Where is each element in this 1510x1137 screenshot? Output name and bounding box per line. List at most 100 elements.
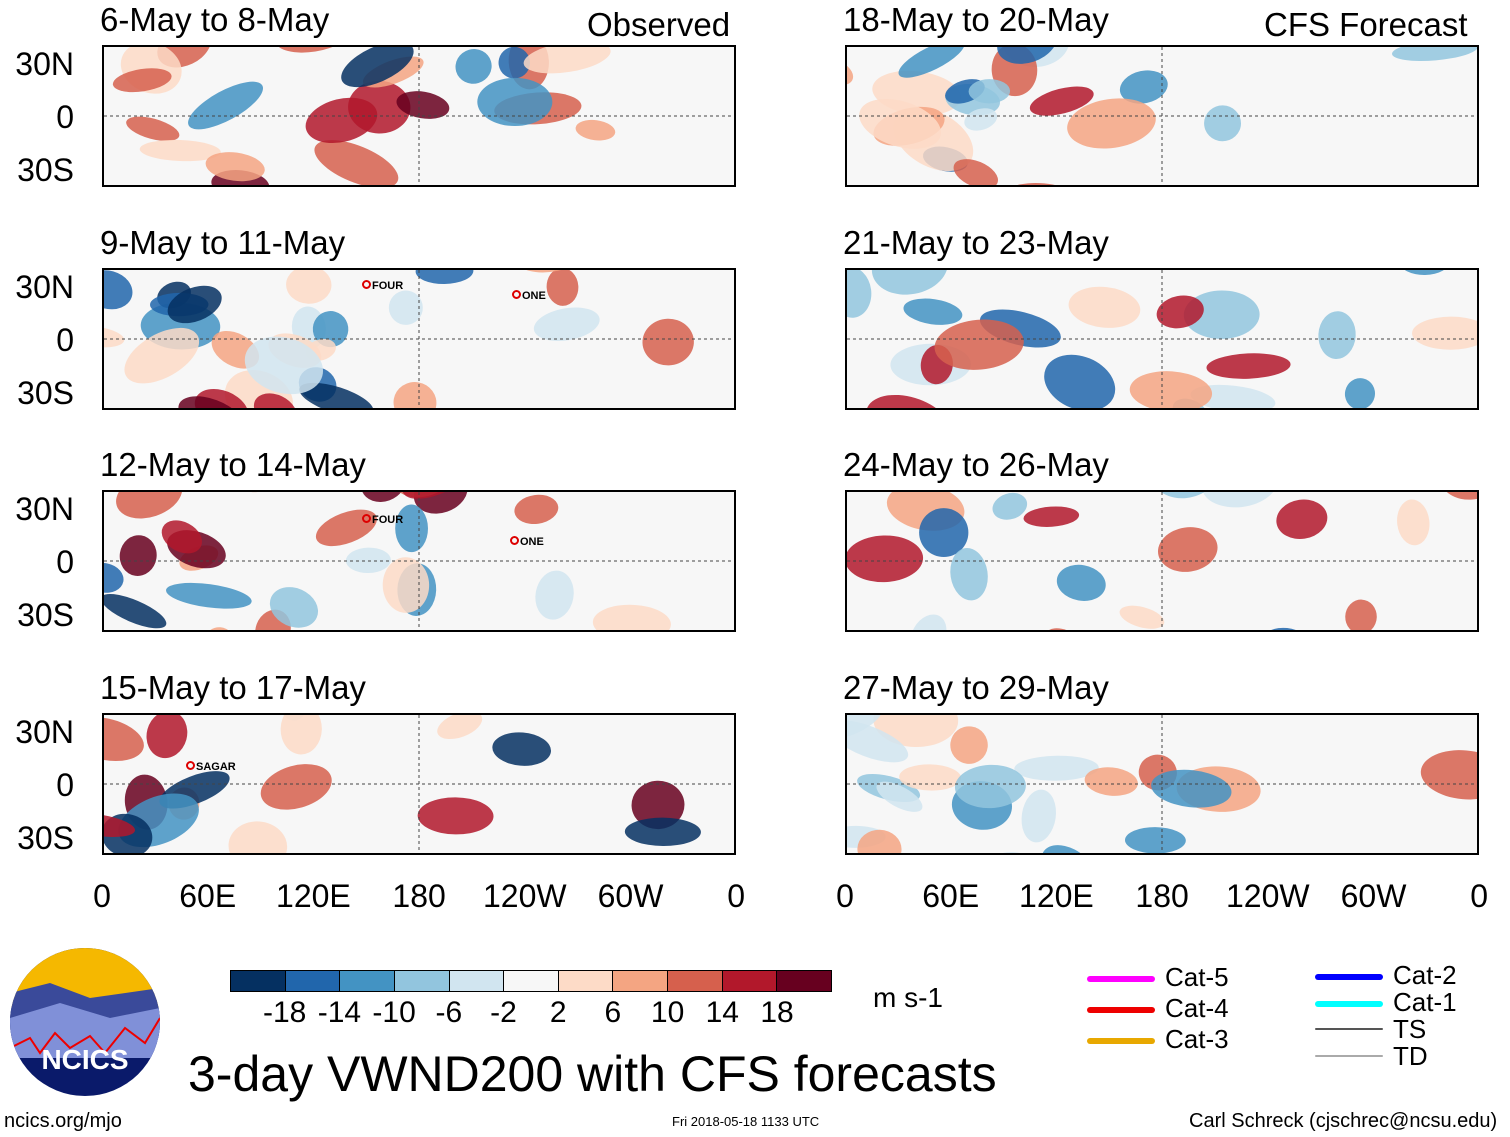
wind-anomaly-blob: [275, 47, 351, 53]
panel-title: 27-May to 29-May: [843, 669, 1109, 706]
wind-anomaly-blob: [299, 382, 374, 408]
observed-header: Observed: [587, 6, 731, 43]
colorbar-label: -18: [263, 996, 307, 1029]
wind-anomaly-blob: [642, 318, 694, 366]
wind-anomaly-blob: [167, 285, 222, 324]
wind-anomaly-blob: [1411, 851, 1477, 853]
wind-anomaly-blob: [314, 140, 399, 185]
y-tick-label: 0: [56, 322, 74, 358]
wind-anomaly-blob: [1014, 755, 1099, 781]
x-tick-label: 120E: [276, 878, 351, 914]
wind-anomaly-blob: [1262, 627, 1309, 630]
map-panel: SAGAR: [102, 713, 736, 855]
x-tick-label: 0: [1470, 878, 1489, 914]
wind-anomaly-blob: [910, 614, 947, 630]
wind-anomaly-blob: [315, 509, 377, 547]
wind-anomaly-blob: [1029, 86, 1094, 116]
y-tick-label: 30N: [15, 491, 74, 527]
wind-anomaly-blob: [857, 829, 902, 853]
wind-anomaly-blob: [1204, 105, 1242, 142]
panel-title: 15-May to 17-May: [100, 669, 366, 706]
wind-anomaly-blob: [1067, 98, 1156, 149]
wind-anomaly-blob: [228, 821, 288, 853]
storm-label: SAGAR: [196, 761, 236, 773]
colorbar-swatch: [394, 971, 450, 991]
wind-anomaly-blob: [188, 81, 264, 130]
wind-anomaly-blob: [139, 139, 221, 162]
wind-anomaly-blob: [1156, 295, 1204, 329]
legend-line-cat-3: [1087, 1038, 1155, 1044]
colorbar-swatch: [449, 971, 505, 991]
logo-text: NCICS: [41, 1044, 129, 1075]
wind-anomaly-blob: [575, 119, 616, 141]
wind-anomaly-blob: [437, 715, 483, 740]
x-tick-label: 60W: [1340, 878, 1407, 914]
colorbar-swatch: [231, 971, 286, 991]
legend-label: Cat-3: [1165, 1024, 1229, 1054]
storm-track-four: FOUR: [362, 280, 403, 292]
map-panel: [845, 713, 1479, 855]
wind-anomaly-blob: [280, 715, 322, 755]
wind-anomaly-blob: [1045, 628, 1084, 630]
wind-anomaly-blob: [546, 270, 579, 306]
wind-anomaly-blob: [950, 726, 988, 764]
colorbar-swatch: [340, 971, 395, 991]
storm-track-sagar: SAGAR: [186, 761, 236, 773]
wind-anomaly-blob: [393, 382, 437, 408]
wind-anomaly-blob: [950, 547, 988, 601]
map-panel: [845, 268, 1479, 410]
wind-anomaly-blob: [876, 781, 923, 812]
legend-label: TD: [1393, 1041, 1428, 1071]
footer-timestamp: Fri 2018-05-18 1133 UTC: [672, 1114, 820, 1129]
wind-anomaly-blob: [417, 797, 494, 835]
wind-anomaly-blob: [260, 764, 332, 810]
wind-anomaly-blob: [205, 152, 265, 182]
y-tick-label: 0: [56, 544, 74, 580]
colorbar-label: 18: [760, 996, 794, 1029]
colorbar-swatch: [613, 971, 669, 991]
wind-anomaly-blob: [178, 396, 244, 408]
wind-anomaly-blob: [161, 520, 203, 554]
footer-url[interactable]: ncics.org/mjo: [4, 1110, 122, 1132]
wind-anomaly-blob: [388, 290, 423, 325]
wind-anomaly-blob: [1183, 290, 1260, 339]
x-tick-label: 180: [392, 878, 446, 914]
legend-line-cat-4: [1087, 1007, 1155, 1013]
footer-author: Carl Schreck (cjschrec@ncsu.edu): [1189, 1110, 1498, 1132]
wind-anomaly-blob: [104, 717, 144, 762]
wind-anomaly-blob: [312, 311, 349, 348]
legend-label: Cat-5: [1165, 962, 1229, 992]
y-tick-label: 0: [56, 767, 74, 803]
wind-anomaly-blob: [992, 492, 1028, 520]
colorbar-swatch: [558, 971, 614, 991]
y-tick-label: 30S: [17, 375, 74, 411]
wind-anomaly-blob: [1157, 527, 1218, 572]
colorbar-label: -6: [435, 996, 463, 1029]
legend-line-cat-5: [1087, 976, 1155, 982]
wind-anomaly-blob: [997, 47, 1058, 64]
wind-anomaly-blob: [592, 604, 671, 630]
wind-anomaly-blob: [968, 79, 1011, 104]
map-panel: [845, 45, 1479, 187]
colorbar-label: -2: [490, 996, 517, 1029]
forecast-header: CFS Forecast: [1264, 6, 1468, 43]
wind-anomaly-blob: [253, 393, 297, 408]
colorbar-label: 2: [549, 996, 567, 1029]
wind-anomaly-blob: [492, 732, 551, 766]
wind-anomaly-blob: [341, 47, 414, 88]
wind-anomaly-blob: [898, 47, 965, 78]
hurricane-icon: [362, 280, 371, 289]
wind-anomaly-blob: [847, 270, 872, 318]
wind-anomaly-blob: [999, 183, 1086, 185]
legend-line-td: [1315, 1055, 1383, 1057]
map-panel: [845, 490, 1479, 632]
wind-anomaly-blob: [1440, 492, 1477, 500]
wind-anomaly-blob: [269, 587, 319, 628]
hurricane-icon: [510, 536, 519, 545]
panel-title: 6-May to 8-May: [100, 1, 330, 38]
wind-anomaly-blob: [1056, 564, 1106, 601]
storm-track-four: FOUR: [362, 514, 403, 526]
map-panel: [102, 45, 736, 187]
y-tick-label: 30N: [15, 46, 74, 82]
map-panel: FOUR ONE: [102, 490, 736, 632]
